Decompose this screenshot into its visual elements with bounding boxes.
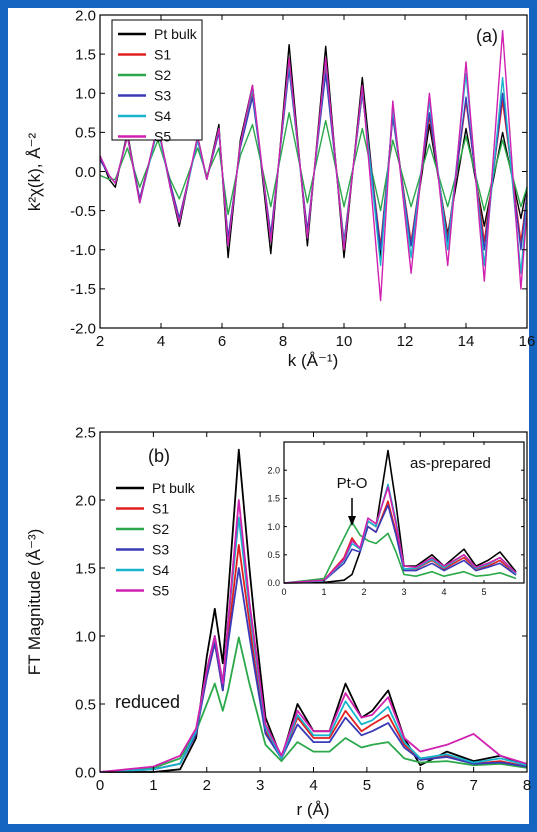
panel-b-legend-label-5: S5 xyxy=(152,583,169,599)
panel-a-ytick-label-1: -1.5 xyxy=(70,281,96,298)
inset-series-line-5 xyxy=(283,486,517,584)
panel-a-xtick-label-4: 10 xyxy=(336,333,353,350)
panel-b-ytick-label-0: 0.0 xyxy=(75,764,96,781)
panel-b-annotation: reduced xyxy=(115,692,180,712)
panel-b-legend-label-4: S4 xyxy=(152,562,169,578)
inset-series-line-2 xyxy=(283,521,517,584)
panel-a-xtick-label-0: 2 xyxy=(96,333,104,350)
panel-a-legend-label-4: S4 xyxy=(154,108,171,124)
panel-a-ytick-label-2: -1.0 xyxy=(70,242,96,259)
panel-b-ytick-label-2: 1.0 xyxy=(75,628,96,645)
panel-b-legend-label-0: Pt bulk xyxy=(152,480,196,496)
panel-b-ytick-label-3: 1.5 xyxy=(75,560,96,577)
panel-b-series-line-5 xyxy=(99,499,528,773)
inset-ytick-label-2: 1.0 xyxy=(267,522,280,532)
inset-xtick-label-3: 3 xyxy=(401,587,406,597)
panel-b-legend-label-2: S2 xyxy=(152,521,169,537)
panel-a-legend-label-3: S3 xyxy=(154,88,171,104)
panel-b-xtick-label-3: 3 xyxy=(256,777,264,794)
panel-b-series-line-2 xyxy=(99,636,528,773)
inset-xtick-label-0: 0 xyxy=(281,587,286,597)
panel-b-ytick-label-4: 2.0 xyxy=(75,492,96,509)
panel-a-xtick-label-7: 16 xyxy=(519,333,536,350)
panel-b-xtick-label-4: 4 xyxy=(309,777,317,794)
panel-b-xtick-label-1: 1 xyxy=(149,777,157,794)
panel-a-legend-label-0: Pt bulk xyxy=(154,26,198,42)
panel-b-xtick-label-2: 2 xyxy=(203,777,211,794)
inset-xtick-label-4: 4 xyxy=(441,587,446,597)
panel-b-xlabel: r (Å) xyxy=(296,800,329,819)
panel-a-label: (a) xyxy=(476,26,498,46)
panel-b-ytick-label-5: 2.5 xyxy=(75,424,96,441)
inset-arrow-head xyxy=(348,516,356,526)
inset-ytick-label-0: 0.0 xyxy=(267,578,280,588)
panel-b-ylabel: FT Magnitude (Å⁻³) xyxy=(25,529,44,676)
panel-a-xtick-label-3: 8 xyxy=(279,333,287,350)
panel-a-xtick-label-6: 14 xyxy=(458,333,475,350)
panel-b-legend-label-3: S3 xyxy=(152,542,169,558)
panel-b-xtick-label-7: 7 xyxy=(469,777,477,794)
panel-a-legend-box xyxy=(111,19,203,141)
panel-b-xtick-label-6: 6 xyxy=(416,777,424,794)
inset-xtick-label-1: 1 xyxy=(321,587,326,597)
panel-b-xtick-label-8: 8 xyxy=(523,777,531,794)
inset-xtick-label-2: 2 xyxy=(361,587,366,597)
panel-a-ytick-label-0: -2.0 xyxy=(70,320,96,337)
panel-a-ytick-label-4: 0.0 xyxy=(75,164,96,181)
panel-a-ytick-label-7: 1.5 xyxy=(75,46,96,63)
inset-xtick-label-5: 5 xyxy=(481,587,486,597)
panel-b-label: (b) xyxy=(148,446,170,466)
inset-ytick-label-1: 0.5 xyxy=(267,550,280,560)
panel-a-xtick-label-2: 6 xyxy=(218,333,226,350)
inset-annotation: as-prepared xyxy=(410,455,491,472)
inset-arrow-label: Pt-O xyxy=(337,475,368,492)
panel-b-xtick-label-5: 5 xyxy=(363,777,371,794)
panel-a-legend-label-2: S2 xyxy=(154,67,171,83)
panel-a-series-line-2 xyxy=(99,112,528,216)
panel-b-legend-label-1: S1 xyxy=(152,501,169,517)
inset-series-line-3 xyxy=(283,504,517,584)
panel-a-legend-label-1: S1 xyxy=(154,47,171,63)
panel-a-ytick-label-5: 0.5 xyxy=(75,125,96,142)
inset-ytick-label-3: 1.5 xyxy=(267,494,280,504)
panel-a-xtick-label-1: 4 xyxy=(157,333,165,350)
panel-a-legend-label-5: S5 xyxy=(154,129,171,145)
panel-a-ytick-label-3: -0.5 xyxy=(70,203,96,220)
panel-b-ytick-label-1: 0.5 xyxy=(75,696,96,713)
panel-a-ytick-label-8: 2.0 xyxy=(75,7,96,24)
inset-ytick-label-4: 2.0 xyxy=(267,465,280,475)
panel-a-ytick-label-6: 1.0 xyxy=(75,86,96,103)
panel-a-xtick-label-5: 12 xyxy=(397,333,414,350)
panel-a-ylabel: k²χ(k), Å⁻² xyxy=(25,132,44,211)
panel-b-series-line-3 xyxy=(99,567,528,773)
panel-b-xtick-label-0: 0 xyxy=(96,777,104,794)
panel-a-xlabel: k (Å⁻¹) xyxy=(288,351,339,370)
inset-series-line-0 xyxy=(283,449,517,584)
